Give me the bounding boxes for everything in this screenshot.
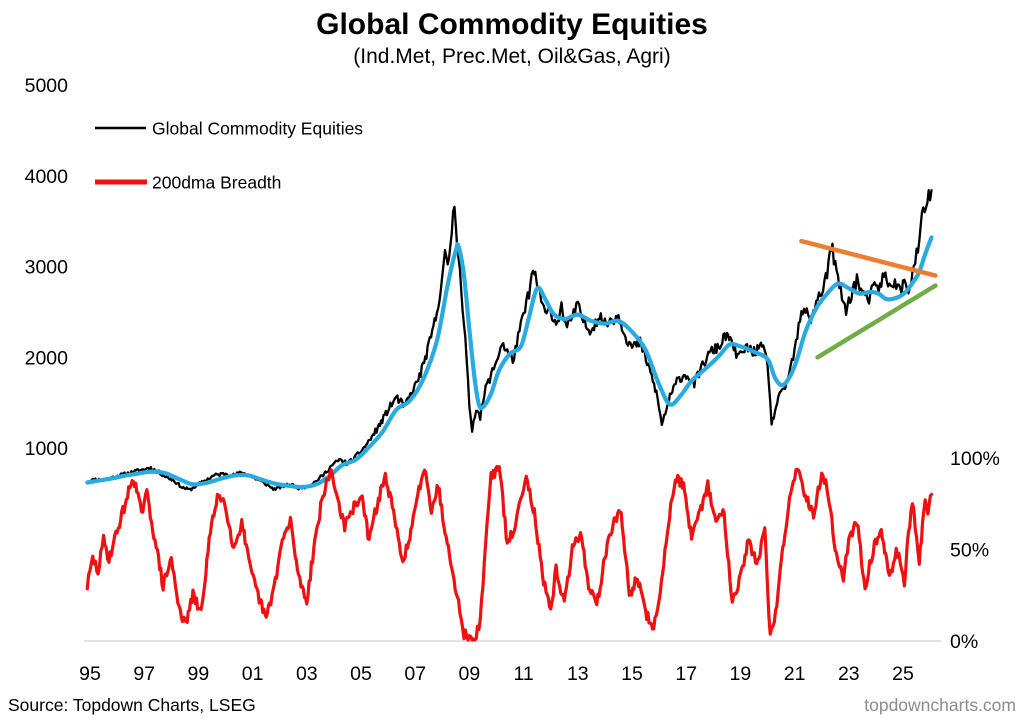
trendline-descending-resistance [799, 238, 938, 278]
x-tick-09: 09 [459, 663, 481, 685]
trendline-ascending-support [815, 283, 938, 360]
left-tick-2000: 2000 [25, 347, 69, 369]
left-tick-4000: 4000 [25, 166, 69, 188]
chart-title: Global Commodity Equities [316, 8, 708, 41]
x-tick-15: 15 [621, 663, 643, 685]
right-tick-0: 0% [950, 631, 978, 653]
left-tick-1000: 1000 [25, 438, 69, 460]
data-series [85, 188, 934, 642]
x-tick-05: 05 [350, 663, 372, 685]
x-tick-13: 13 [567, 663, 589, 685]
breadth-legend-label: 200dma Breadth [152, 173, 281, 193]
x-axis-tick-labels: 95 97 99 01 03 05 07 09 11 13 15 17 19 21 23 25 [79, 663, 914, 685]
right-tick-100: 100% [950, 448, 1000, 470]
legend-item-breadth: 200dma Breadth [95, 173, 281, 193]
series-200-day-moving-average-unlabeled-blue-line [85, 235, 934, 490]
x-tick-99: 99 [188, 663, 210, 685]
series-global-commodity-equities [86, 188, 933, 492]
left-tick-5000: 5000 [25, 75, 69, 97]
x-tick-11: 11 [513, 663, 533, 685]
chart-subtitle: (Ind.Met, Prec.Met, Oil&Gas, Agri) [353, 45, 671, 68]
left-axis-tick-labels: 1000 2000 3000 4000 5000 [25, 75, 69, 460]
left-tick-3000: 3000 [25, 257, 69, 279]
source-note: Source: Topdown Charts, LSEG [8, 695, 256, 715]
x-tick-97: 97 [133, 663, 155, 685]
watermark-link: topdowncharts.com [864, 695, 1016, 715]
legend: Global Commodity Equities 200dma Breadth [95, 119, 363, 193]
x-tick-25: 25 [892, 663, 914, 685]
x-tick-95: 95 [79, 663, 101, 685]
series-200dma-breadth [85, 465, 934, 642]
x-tick-07: 07 [404, 663, 426, 685]
x-tick-01: 01 [242, 663, 264, 685]
right-tick-50: 50% [950, 539, 989, 561]
x-tick-19: 19 [730, 663, 752, 685]
x-tick-17: 17 [675, 663, 697, 685]
x-tick-21: 21 [784, 663, 806, 685]
legend-item-equities: Global Commodity Equities [95, 119, 363, 139]
trendlines [799, 238, 938, 360]
x-tick-23: 23 [838, 663, 860, 685]
equities-legend-label: Global Commodity Equities [152, 119, 363, 139]
x-tick-03: 03 [296, 663, 318, 685]
right-axis-tick-labels: 0% 50% 100% [950, 448, 1000, 653]
